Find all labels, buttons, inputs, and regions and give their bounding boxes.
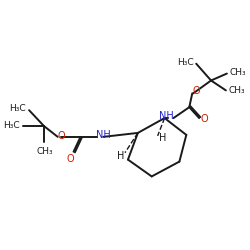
Text: O: O [200,114,208,124]
Text: O: O [58,131,66,141]
Text: NH: NH [96,130,110,140]
Text: CH₃: CH₃ [36,147,53,156]
Text: NH: NH [159,111,174,121]
Text: H: H [159,133,166,143]
Text: H₃C: H₃C [4,122,20,130]
Text: CH₃: CH₃ [229,86,246,95]
Text: H₃C: H₃C [178,58,194,67]
Text: H: H [117,151,125,161]
Text: O: O [192,86,200,96]
Text: O: O [67,154,74,164]
Text: CH₃: CH₃ [230,68,246,77]
Text: H₃C: H₃C [10,104,26,113]
